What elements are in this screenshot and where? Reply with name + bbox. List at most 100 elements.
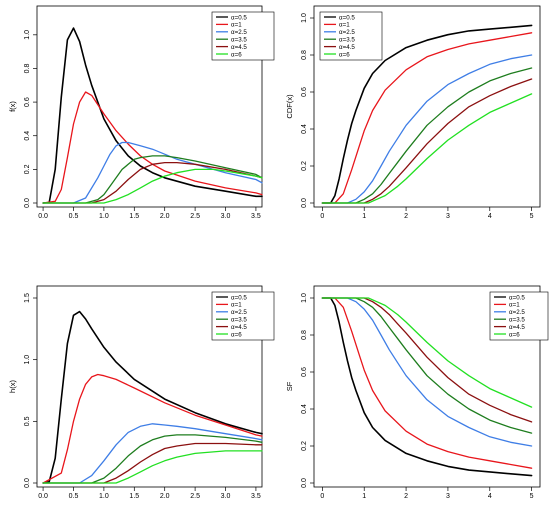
legend-label: α=1 [231,302,242,309]
legend-label: α=2.5 [339,29,355,36]
y-tick-label: 0.8 [301,50,308,60]
x-tick-label: 0 [320,213,324,220]
x-tick-label: 1.0 [99,493,109,500]
series-line-6 [42,450,263,484]
series-line-6 [321,297,533,408]
legend: α=0.5α=1α=2.5α=3.5α=4.5α=6 [211,291,275,341]
y-tick-label: 0.0 [24,478,31,488]
legend-label: α=4.5 [231,324,247,331]
legend-label: α=0.5 [509,294,525,301]
y-tick-label: 1.0 [24,30,31,40]
series-line-2 [42,91,263,204]
y-tick-label: 1.0 [301,293,308,303]
x-tick-label: 0.0 [38,213,48,220]
legend-label: α=1 [509,302,520,309]
x-tick-label: 4 [488,493,492,500]
series-line-6 [321,93,533,204]
series-line-5 [321,78,533,204]
x-tick-label: 3.5 [251,493,261,500]
x-tick-label: 2 [404,493,408,500]
series-line-2 [321,297,533,469]
chart-panel-4: 0 1 2 3 4 50.00.20.40.60.81.0SFα=0.5α=1α=2.5α… [285,285,549,500]
series-line-4 [42,155,263,204]
chart-panel-1: 0.0 0.5 1.0 1.5 2.0 2.5 3.0 3.5 0.0 0.2 0.4 0.6 0.8 1… [8,5,275,220]
legend-box [319,11,383,61]
chart-panel-3: 0.0 0.5 1.0 1.5 2.0 2.5 3.0 3.5 0.0 0.5 1.0 1.5 h(x)… [8,285,275,500]
series-line-5 [42,161,263,204]
legend-label: α=0.5 [231,14,247,21]
x-tick-label: 1 [362,493,366,500]
series-line-2 [321,32,533,204]
x-tick-label: 3.0 [221,493,231,500]
y-tick-label: 0.4 [24,131,31,141]
legend-label: α=4.5 [339,44,355,51]
x-tick-label: 2 [404,213,408,220]
y-tick-label: 0.6 [301,367,308,377]
y-tick-label: 0.5 [24,416,31,426]
legend-label: α=3.5 [509,317,525,324]
series-line-1 [42,310,263,484]
legend-label: α=4.5 [509,324,525,331]
plot-frame [36,285,263,488]
x-tick-label: 3.0 [221,213,231,220]
series-line-4 [321,67,533,204]
legend-label: α=3.5 [339,37,355,44]
series-line-5 [321,297,533,423]
y-tick-label: 0.0 [24,198,31,208]
legend-label: α=0.5 [339,14,355,21]
x-tick-label: 2.0 [160,493,170,500]
y-axis-label: CDF(x) [285,94,294,119]
series-line-3 [321,54,533,204]
y-tick-label: 0.8 [24,63,31,73]
x-tick-label: 2.0 [160,213,170,220]
series-line-2 [42,373,263,484]
legend-label: α=6 [339,51,350,58]
series-line-4 [42,434,263,484]
x-tick-label: 5 [530,493,534,500]
y-axis-label: h(x) [8,380,17,393]
series-line-1 [42,27,263,204]
x-tick-label: 2.5 [190,213,200,220]
y-tick-label: 0.4 [301,404,308,414]
x-tick-label: 0.5 [69,493,79,500]
x-tick-label: 2.5 [190,493,200,500]
x-tick-label: 4 [488,213,492,220]
series-line-5 [42,442,263,484]
y-axis-label: f(x) [8,101,17,112]
chart-panel-2: 0 1 2 3 4 50.00.20.40.60.81.0CDF(x)α=0.5α=1α=… [285,5,541,220]
series-line-1 [321,24,533,204]
legend-label: α=2.5 [231,309,247,316]
legend: α=0.5α=1α=2.5α=3.5α=4.5α=6 [319,11,383,61]
x-tick-label: 5 [530,213,534,220]
y-tick-label: 0.8 [301,330,308,340]
y-tick-label: 0.0 [301,478,308,488]
legend-box [211,11,275,61]
legend-label: α=1 [231,22,242,29]
x-tick-label: 3 [446,213,450,220]
y-axis-label: SF [285,381,294,391]
legend-label: α=0.5 [231,294,247,301]
y-tick-label: 0.2 [301,161,308,171]
legend-label: α=3.5 [231,37,247,44]
x-tick-label: 3.5 [251,213,261,220]
legend-label: α=2.5 [509,309,525,316]
plot-frame [36,5,263,208]
y-tick-label: 1.0 [301,13,308,23]
legend-label: α=2.5 [231,29,247,36]
series-line-6 [42,168,263,204]
y-tick-label: 0.0 [301,198,308,208]
series-line-3 [42,423,263,484]
series-line-4 [321,297,533,434]
x-tick-label: 0.0 [38,493,48,500]
plot-frame [313,5,541,208]
legend: α=0.5α=1α=2.5α=3.5α=4.5α=6 [489,291,549,341]
series-line-3 [321,297,533,447]
y-tick-label: 1.5 [24,293,31,303]
x-tick-label: 0.5 [69,213,79,220]
legend: α=0.5α=1α=2.5α=3.5α=4.5α=6 [211,11,275,61]
y-tick-label: 0.6 [24,97,31,107]
plot-frame [313,285,541,488]
x-tick-label: 3 [446,493,450,500]
